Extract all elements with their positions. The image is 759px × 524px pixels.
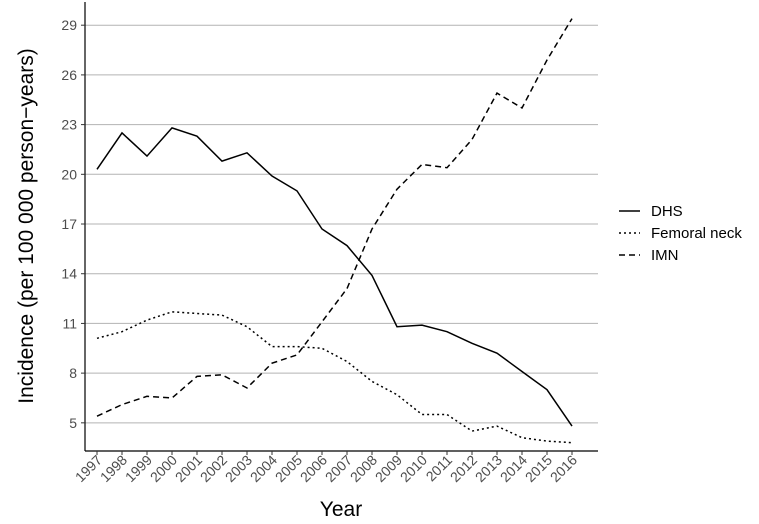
x-tick-label: 2014 <box>497 452 530 485</box>
x-tick-label: 2009 <box>372 452 405 485</box>
x-tick-label: 2001 <box>172 452 205 485</box>
x-tick-label: 2004 <box>247 452 280 485</box>
x-tick-label: 2016 <box>547 452 580 485</box>
y-axis-ticks: 5 8 11 14 17 20 23 26 29 <box>61 17 85 431</box>
y-tick-label: 20 <box>61 166 77 182</box>
gridlines <box>85 24 598 424</box>
series-lines <box>96 18 573 444</box>
x-tick-label: 2010 <box>397 452 430 485</box>
y-tick-label: 11 <box>62 315 77 331</box>
x-tick-label: 1997 <box>72 452 105 485</box>
axes <box>84 2 598 452</box>
x-tick-label: 1998 <box>97 452 130 485</box>
legend-label: IMN <box>651 247 679 264</box>
y-tick-label: 5 <box>69 415 77 431</box>
y-tick-label: 29 <box>61 17 77 33</box>
y-tick-label: 14 <box>61 266 77 282</box>
x-tick-label: 2002 <box>197 452 230 485</box>
legend-label: Femoral neck <box>651 225 742 242</box>
x-tick-label: 2008 <box>347 452 380 485</box>
x-tick-label: 2015 <box>522 452 555 485</box>
series-line-imn <box>96 18 573 417</box>
x-axis-ticks: 1997199819992000200120022003200420052006… <box>72 451 580 485</box>
x-axis-title: Year <box>320 498 362 521</box>
x-tick-label: 1999 <box>122 452 155 485</box>
x-tick-label: 2005 <box>272 452 305 485</box>
x-tick-label: 2000 <box>147 452 180 485</box>
y-axis-title: Incidence (per 100 000 person−years) <box>15 48 38 403</box>
x-tick-label: 2007 <box>322 452 355 485</box>
x-tick-label: 2012 <box>447 452 480 485</box>
legend: DHS Femoral neck IMN <box>619 203 742 264</box>
series-line-dhs <box>96 127 573 427</box>
x-tick-label: 2011 <box>423 452 456 485</box>
y-tick-label: 26 <box>61 67 77 83</box>
x-tick-label: 2006 <box>297 452 330 485</box>
legend-label: DHS <box>651 203 683 220</box>
y-tick-label: 23 <box>61 117 77 133</box>
series-line-femoral-neck <box>96 311 573 444</box>
y-tick-label: 17 <box>61 216 77 232</box>
x-tick-label: 2013 <box>472 452 505 485</box>
x-tick-label: 2003 <box>222 452 255 485</box>
y-tick-label: 8 <box>69 365 77 381</box>
